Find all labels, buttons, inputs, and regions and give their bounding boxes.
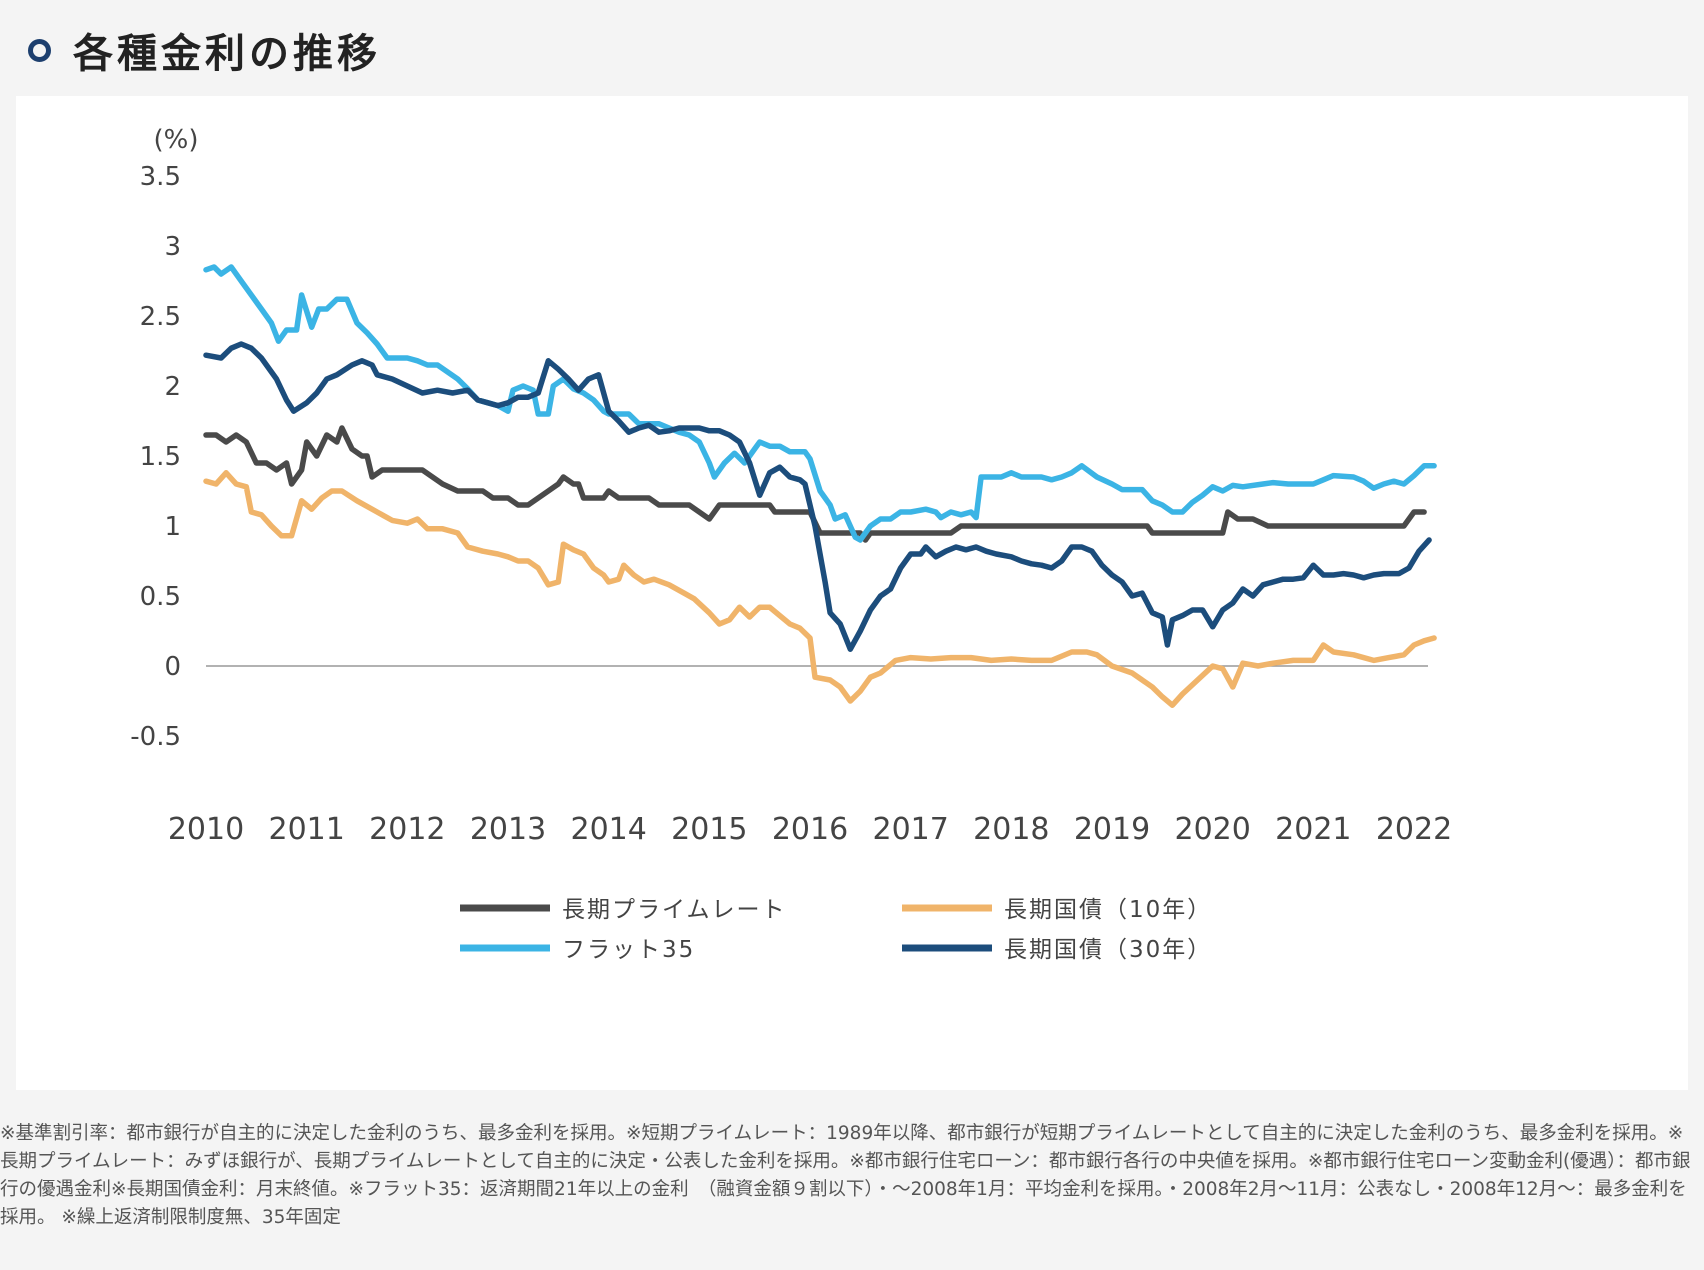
y-tick-label: 1 bbox=[164, 512, 181, 542]
x-tick-label: 2016 bbox=[772, 812, 848, 847]
series-line-1 bbox=[203, 470, 1437, 708]
interest-rate-line-chart: (%) 3.532.521.510.50-0.5 2010 2011 2012 201… bbox=[130, 125, 1452, 963]
legend-label: 長期プライムレート bbox=[562, 897, 787, 923]
y-tick-label: 2 bbox=[164, 372, 181, 402]
y-tick-label: 3.5 bbox=[140, 162, 181, 192]
y-tick-label: 2.5 bbox=[140, 302, 181, 332]
x-tick-label: 2020 bbox=[1174, 812, 1250, 847]
legend: 長期プライムレート 長期国債（10年） フラット35 長期国債（30年） bbox=[460, 897, 1212, 963]
series-lines bbox=[203, 264, 1437, 708]
page-title: 各種金利の推移 bbox=[73, 31, 381, 77]
footnote-text: ※基準割引率：都市銀行が自主的に決定した金利のうち、最多金利を採用。※短期プライ… bbox=[0, 1123, 1691, 1228]
chart-card: (%) 3.5 3 2.5 2 1.5 1 0.5 0 -0.5 2010 2011 2012 201… bbox=[16, 96, 1688, 1090]
legend-label: 長期国債（30年） bbox=[1004, 937, 1212, 963]
x-tick-label: 2019 bbox=[1074, 812, 1150, 847]
series-line-3 bbox=[203, 341, 1432, 652]
x-axis-ticks: 2010 2011 2012 2013 2014 2015 2016 2017 2018 2019… bbox=[168, 812, 1452, 847]
x-tick-label: 2018 bbox=[973, 812, 1049, 847]
y-axis-ticks: 3.5 3 2.5 2 1.5 1 0.5 0 -0.5 bbox=[130, 162, 181, 752]
x-tick-label: 2015 bbox=[671, 812, 747, 847]
circle-bullet-icon bbox=[28, 38, 51, 62]
y-tick-label: 0.5 bbox=[140, 582, 181, 612]
x-tick-label: 2014 bbox=[570, 812, 646, 847]
series-line-2 bbox=[203, 264, 1437, 543]
y-tick-label: 0 bbox=[164, 652, 181, 682]
y-axis-unit-label: (%) bbox=[154, 125, 199, 155]
x-tick-label: 2017 bbox=[872, 812, 948, 847]
series-line-0 bbox=[203, 425, 1427, 543]
y-tick-label: 3 bbox=[164, 232, 181, 262]
section-header: 各種金利の推移 bbox=[28, 20, 381, 80]
x-tick-label: 2021 bbox=[1275, 812, 1351, 847]
x-tick-label: 2013 bbox=[470, 812, 546, 847]
legend-label: 長期国債（10年） bbox=[1004, 897, 1212, 923]
legend-label: フラット35 bbox=[562, 937, 695, 963]
x-tick-label: 2012 bbox=[369, 812, 445, 847]
y-tick-label: 1.5 bbox=[140, 442, 181, 472]
x-tick-label: 2010 bbox=[168, 812, 244, 847]
x-tick-label: 2022 bbox=[1376, 812, 1452, 847]
x-tick-label: 2011 bbox=[268, 812, 344, 847]
y-tick-label: -0.5 bbox=[130, 722, 181, 752]
